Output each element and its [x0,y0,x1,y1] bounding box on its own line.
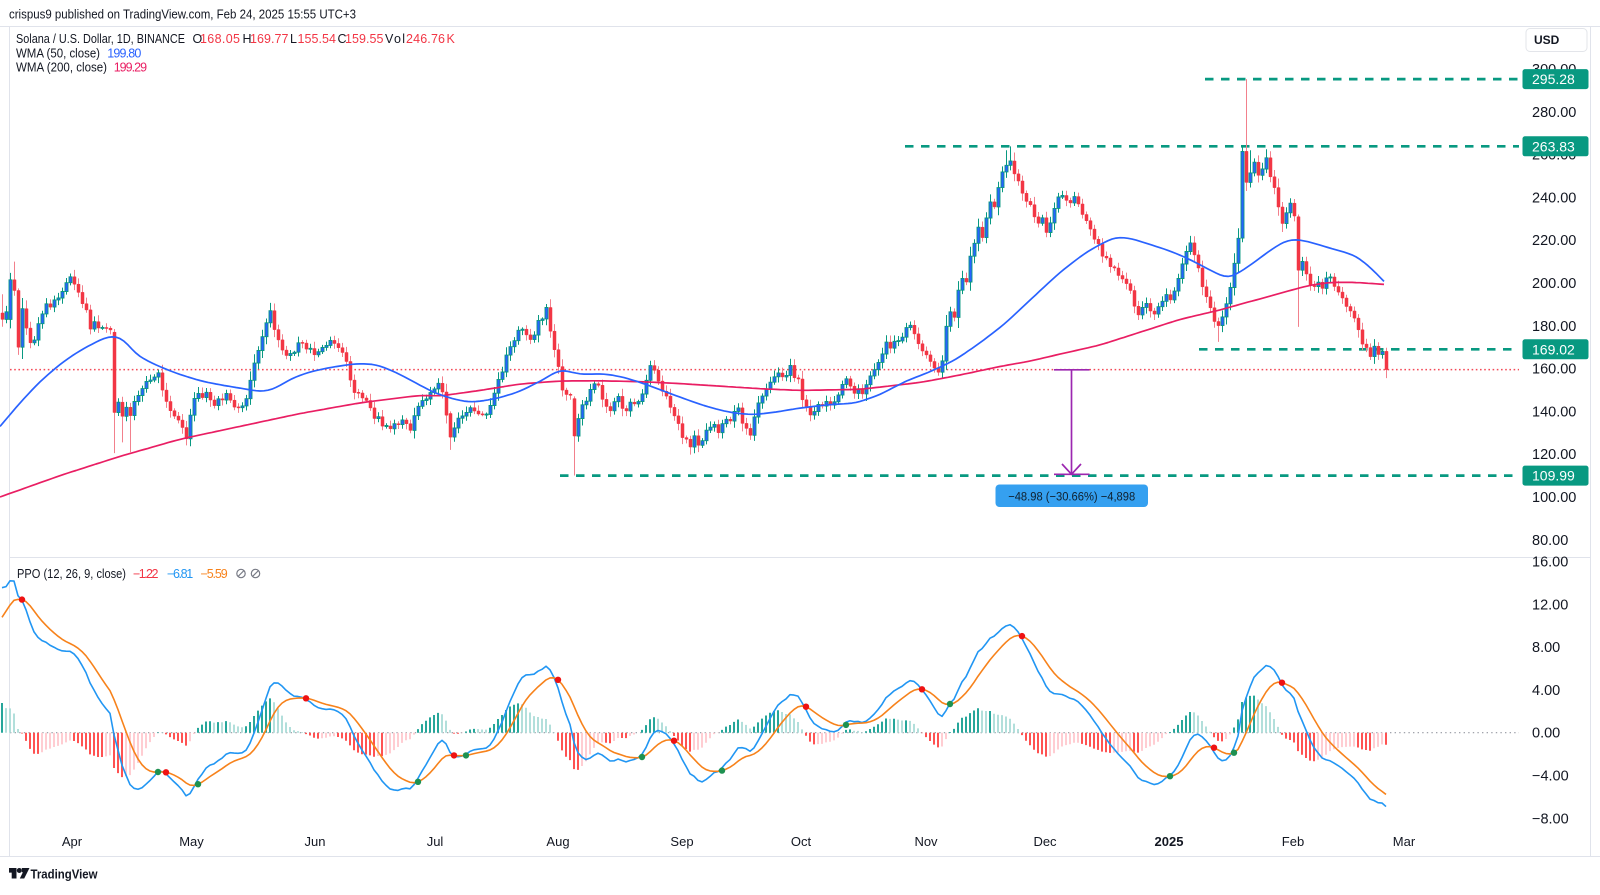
svg-text:May: May [179,834,204,849]
svg-text:140.00: 140.00 [1532,404,1576,420]
svg-text:Dec: Dec [1033,834,1057,849]
svg-text:Aug: Aug [546,834,569,849]
svg-text:80.00: 80.00 [1532,533,1568,549]
svg-text:WMA (50, close): WMA (50, close) [16,46,100,60]
svg-text:−6.81: −6.81 [167,567,193,581]
svg-text:2025: 2025 [1155,834,1184,849]
svg-text:K: K [447,32,456,46]
svg-text:280.00: 280.00 [1532,105,1576,121]
svg-text:H: H [243,32,252,46]
svg-text:220.00: 220.00 [1532,233,1576,249]
svg-text:PPO (12, 26, 9, close): PPO (12, 26, 9, close) [17,567,126,581]
svg-text:16.00: 16.00 [1532,555,1568,571]
svg-text:160.00: 160.00 [1532,362,1576,378]
svg-text:−48.98 (−30.66%) −4,898: −48.98 (−30.66%) −4,898 [1008,490,1135,504]
svg-text:−5.59: −5.59 [201,567,228,581]
svg-text:100.00: 100.00 [1532,490,1576,506]
svg-text:TradingView: TradingView [31,867,99,882]
svg-text:155.54: 155.54 [298,32,337,46]
svg-text:WMA (200, close): WMA (200, close) [16,60,107,74]
svg-text:Solana / U.S. Dollar, 1D, BINA: Solana / U.S. Dollar, 1D, BINANCE [16,32,185,46]
svg-text:240.00: 240.00 [1532,190,1576,206]
svg-text:169.02: 169.02 [1532,341,1575,357]
svg-text:Nov: Nov [914,834,938,849]
svg-text:200.00: 200.00 [1532,276,1576,292]
svg-text:Oct: Oct [791,834,812,849]
svg-text:Mar: Mar [1393,834,1416,849]
svg-text:199.80: 199.80 [107,46,141,60]
svg-text:Vol: Vol [385,32,405,46]
svg-text:159.55: 159.55 [345,32,384,46]
svg-text:C: C [338,32,347,46]
svg-text:−8.00: −8.00 [1532,811,1569,827]
svg-text:−4.00: −4.00 [1532,769,1569,785]
svg-text:L: L [290,32,297,46]
svg-text:180.00: 180.00 [1532,319,1576,335]
svg-text:4.00: 4.00 [1532,683,1560,699]
svg-text:169.77: 169.77 [250,32,289,46]
svg-text:0.00: 0.00 [1532,726,1560,742]
svg-text:263.83: 263.83 [1532,138,1575,154]
svg-text:Jun: Jun [305,834,326,849]
svg-text:199.29: 199.29 [114,60,147,74]
svg-text:crispus9 published on TradingV: crispus9 published on TradingView.com, F… [9,8,356,22]
svg-text:−1.22: −1.22 [133,567,158,581]
svg-text:8.00: 8.00 [1532,640,1560,656]
svg-text:Apr: Apr [62,834,83,849]
svg-text:246.76: 246.76 [406,32,445,46]
svg-text:12.00: 12.00 [1532,597,1568,613]
svg-text:295.28: 295.28 [1532,71,1575,87]
svg-text:O: O [193,32,203,46]
svg-text:Sep: Sep [670,834,693,849]
svg-text:USD: USD [1534,33,1560,47]
svg-text:120.00: 120.00 [1532,447,1576,463]
svg-text:109.99: 109.99 [1532,468,1575,484]
svg-text:Jul: Jul [427,834,444,849]
svg-text:Feb: Feb [1282,834,1304,849]
svg-text:168.05: 168.05 [200,32,240,46]
